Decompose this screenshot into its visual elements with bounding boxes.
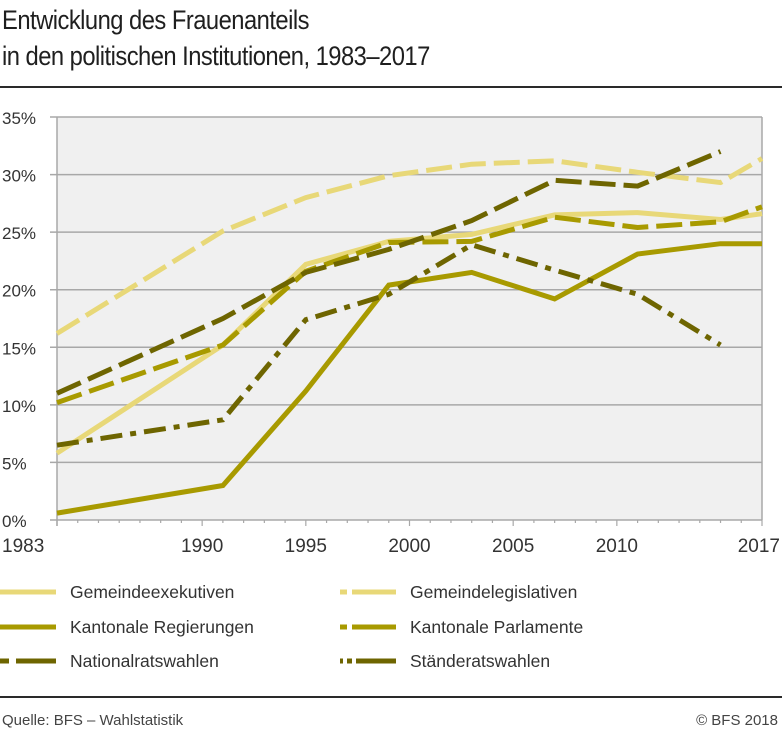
legend: Gemeindeexekutiven Gemeindelegislativen … (0, 575, 782, 675)
series-gemeindelegislativen (55, 156, 764, 336)
y-tick-label: 15% (2, 339, 36, 358)
copyright-note: © BFS 2018 (696, 712, 778, 729)
legend-swatch-dashed-mid (340, 624, 396, 630)
legend-label: Kantonale Regierungen (70, 616, 254, 637)
legend-label: Ständeratswahlen (410, 650, 551, 671)
series-staenderatswahlen (56, 242, 722, 448)
source-note: Quelle: BFS – Wahlstatistik (2, 712, 184, 729)
legend-item-kantonale-parlamente: Kantonale Parlamente (340, 612, 583, 642)
title-line-1: Entwicklung des Frauenanteils (2, 5, 309, 35)
legend-label: Gemeindeexekutiven (70, 581, 235, 602)
x-tick-label: 1990 (181, 536, 223, 557)
y-tick-label: 25% (2, 224, 36, 243)
legend-item-nationalratswahlen: Nationalratswahlen (0, 646, 219, 676)
x-tick-label: 1983 (2, 536, 44, 557)
legend-swatch-dashed-dark (0, 658, 56, 664)
y-tick-label: 35% (2, 109, 36, 128)
x-tick-label: 2000 (388, 536, 430, 557)
title-line-2: in den politischen Institutionen, 1983–2… (2, 41, 430, 71)
x-tick-label: 2010 (596, 536, 638, 557)
legend-label: Gemeindelegislativen (410, 581, 578, 602)
x-tick-label: 2005 (492, 536, 534, 557)
series-kantonale-parlamente (56, 204, 763, 405)
y-tick-label: 30% (2, 167, 36, 186)
legend-item-gemeindeexekutiven: Gemeindeexekutiven (0, 577, 234, 607)
legend-item-kantonale-regierungen: Kantonale Regierungen (0, 612, 254, 642)
y-tick-label: 0% (2, 512, 27, 531)
series-nationalratswahlen (55, 149, 722, 396)
line-chart: 0% 5% 10% 15% 20% 25% 30% 35% 1983 1990 1995 2000 2… (2, 109, 780, 557)
legend-swatch-dashdot-dark (340, 658, 396, 664)
chart-title: Entwicklung des Frauenanteils in den pol… (2, 2, 430, 74)
series-kantonale-regierungen (56, 241, 762, 516)
legend-item-gemeindelegislativen: Gemeindelegislativen (340, 577, 577, 607)
title-divider (0, 86, 782, 88)
y-tick-label: 20% (2, 282, 36, 301)
legend-swatch-solid-light (0, 589, 56, 595)
legend-item-staenderatswahlen: Ständeratswahlen (340, 646, 550, 676)
series-lines (55, 149, 764, 516)
legend-swatch-dashed-light (340, 589, 396, 595)
y-tick-label: 5% (2, 454, 27, 473)
y-tick-label: 10% (2, 397, 36, 416)
footer-divider (0, 696, 782, 698)
x-tick-label: 2017 (738, 536, 780, 557)
x-tick-label: 1995 (285, 536, 327, 557)
legend-label: Nationalratswahlen (70, 650, 219, 671)
legend-swatch-solid-mid (0, 624, 56, 630)
x-axis-ticks: 1983 1990 1995 2000 2005 2010 2017 (2, 520, 780, 557)
legend-label: Kantonale Parlamente (410, 616, 584, 637)
y-axis-ticks: 0% 5% 10% 15% 20% 25% 30% 35% (2, 109, 36, 531)
